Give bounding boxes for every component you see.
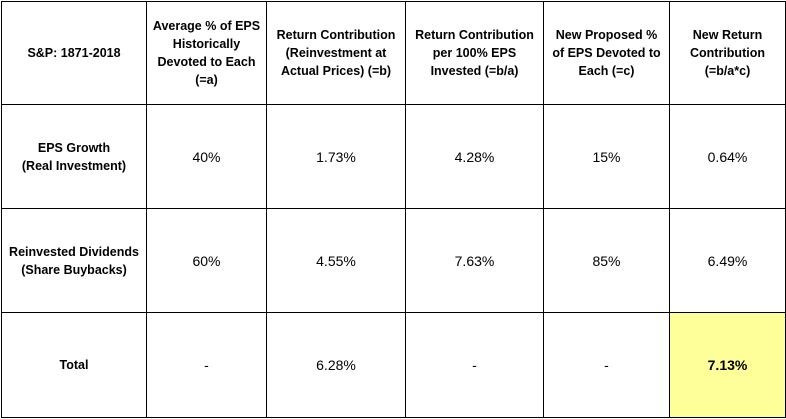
cell-value: 4.28%: [405, 104, 544, 209]
header-row: S&P: 1871-2018 Average % of EPS Historic…: [1, 1, 786, 105]
header-new-proposed-pct: New Proposed % of EPS Devoted to Each (=…: [543, 1, 670, 105]
header-return-per-100: Return Contribution per 100% EPS Investe…: [405, 1, 544, 105]
cell-value: 40%: [146, 104, 267, 209]
cell-value: 85%: [543, 208, 670, 313]
header-return-contribution: Return Contribution (Reinvestment at Act…: [266, 1, 406, 105]
row-label-total: Total: [1, 312, 147, 418]
header-period: S&P: 1871-2018: [1, 1, 147, 105]
header-avg-eps-pct: Average % of EPS Historically Devoted to…: [146, 1, 267, 105]
cell-value: 60%: [146, 208, 267, 313]
header-new-return: New Return Contribution (=b/a*c): [669, 1, 786, 105]
cell-value: -: [405, 312, 544, 418]
cell-value: 0.64%: [669, 104, 786, 209]
cell-value: 7.63%: [405, 208, 544, 313]
row-label-reinvested-dividends: Reinvested Dividends (Share Buybacks): [1, 208, 147, 313]
total-row: Total - 6.28% - - 7.13%: [1, 312, 786, 418]
cell-value: 1.73%: [266, 104, 406, 209]
cell-value: -: [146, 312, 267, 418]
total-new-return-highlight: 7.13%: [669, 312, 786, 418]
cell-value: 15%: [543, 104, 670, 209]
cell-value: -: [543, 312, 670, 418]
row-label-eps-growth: EPS Growth (Real Investment): [1, 104, 147, 209]
table-row: Reinvested Dividends (Share Buybacks) 60…: [1, 208, 786, 313]
table-row: EPS Growth (Real Investment) 40% 1.73% 4…: [1, 104, 786, 209]
cell-value: 6.28%: [266, 312, 406, 418]
cell-value: 6.49%: [669, 208, 786, 313]
cell-value: 4.55%: [266, 208, 406, 313]
